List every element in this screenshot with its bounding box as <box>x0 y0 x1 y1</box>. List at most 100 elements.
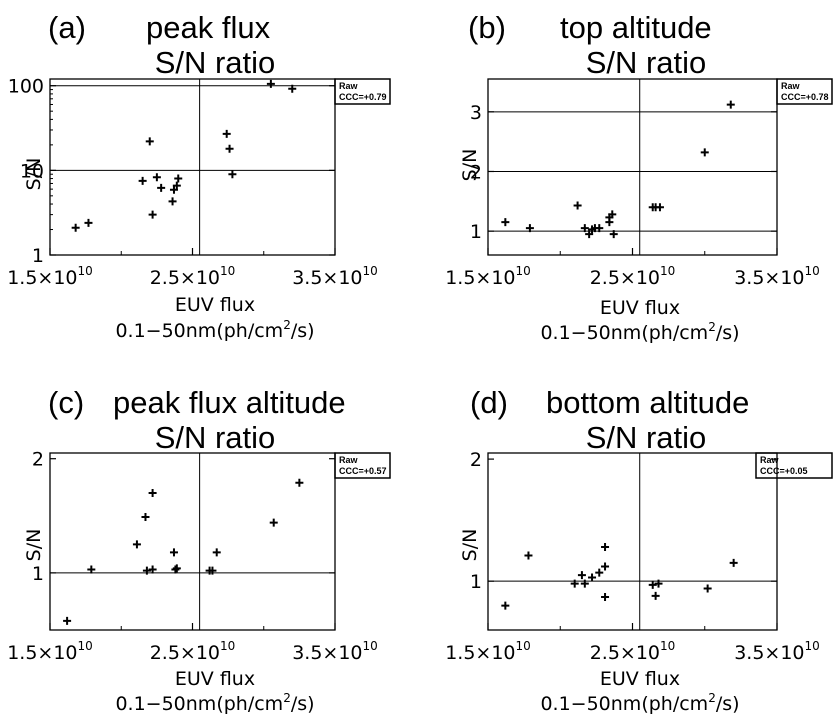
panel-b-point-3 <box>580 224 589 233</box>
panel-d-xlabel-line2: 0.1−50nm(ph/cm2/s) <box>540 691 739 715</box>
panel-d-point-13 <box>703 584 712 593</box>
panel-c-point-12 <box>212 548 221 557</box>
panel-c-point-0 <box>63 616 72 625</box>
panel-d-legend-raw: Raw <box>760 455 780 465</box>
panel-d-point-7 <box>601 593 610 602</box>
panel-a-point-10 <box>174 174 183 183</box>
panel-a-xtick-exponent-0: 10 <box>78 264 93 278</box>
panel-d-point-6 <box>595 568 604 577</box>
panel-a-point-13 <box>228 170 237 179</box>
panel-d-ylabel: S/N <box>459 529 481 562</box>
panel-d-point-5 <box>588 573 597 582</box>
panel-a-point-2 <box>138 176 147 185</box>
panel-d-label: (d) <box>470 385 508 420</box>
panel-b-label: (b) <box>468 10 506 45</box>
panel-b-point-16 <box>726 100 735 109</box>
panel-c-legend-frame <box>334 452 391 479</box>
panel-a-title-line2: S/N ratio <box>155 45 276 80</box>
panel-b-xlabel-units-prefix: 0.1−50nm(ph/cm <box>540 322 708 344</box>
panel-c-point-2 <box>132 540 141 549</box>
panel-d-point-0 <box>501 601 510 610</box>
panel-b-xtick-exponent-0: 10 <box>516 264 531 278</box>
panel-d-legend-ccc: CCC=+0.05 <box>760 466 808 476</box>
panel-a-point-14 <box>266 79 275 88</box>
panel-d-xtick-exponent-1: 10 <box>660 639 675 653</box>
panel-b-legend-ccc: CCC=+0.78 <box>781 92 829 102</box>
panel-a-label: (a) <box>48 10 86 45</box>
panel-b-xtick-mantissa-0: 1.5×10 <box>445 267 515 289</box>
panel-b-ytick-label-2: 3 <box>470 102 482 124</box>
panel-b-ytick-label-0: 1 <box>470 221 482 243</box>
panel-b: (b) top altitude S/N ratio S/N EUV flux … <box>445 10 833 344</box>
panel-a-legend-ccc: CCC=+0.79 <box>339 92 387 102</box>
panel-d-point-9 <box>601 542 610 551</box>
panel-a-point-3 <box>145 137 154 146</box>
panel-c-xlabel-units-suffix: /s) <box>291 693 315 715</box>
panel-d-ytick-label-1: 2 <box>470 449 482 471</box>
panel-d-point-2 <box>570 579 579 588</box>
panel-c-xlabel-line2: 0.1−50nm(ph/cm2/s) <box>115 691 314 715</box>
panel-b-point-2 <box>573 201 582 210</box>
panel-a-xtick-label-2: 3.5×1010 <box>292 264 378 289</box>
panel-c-xtick-label-2: 3.5×1010 <box>292 639 378 664</box>
panel-d-title-line2: S/N ratio <box>586 420 707 455</box>
panel-c-legend-raw: Raw <box>339 455 359 465</box>
panel-a-point-5 <box>152 173 161 182</box>
panel-a-xlabel-units-prefix: 0.1−50nm(ph/cm <box>115 320 283 342</box>
panel-c-xlabel-units-exp: 2 <box>283 691 291 705</box>
panel-d-ytick-label-0: 1 <box>470 571 482 593</box>
panel-a-xlabel: EUV flux <box>175 294 255 316</box>
panel-a-point-1 <box>84 218 93 227</box>
panel-b-xtick-label-1: 2.5×1010 <box>590 264 676 289</box>
panel-c-xtick-exponent-0: 10 <box>78 639 93 653</box>
panel-d-xtick-mantissa-1: 2.5×10 <box>590 642 660 664</box>
panel-b-xlabel-units-exp: 2 <box>708 320 716 334</box>
panel-a-xtick-exponent-1: 10 <box>220 264 235 278</box>
panel-d-xlabel: EUV flux <box>600 668 680 690</box>
panel-b-point-4 <box>585 230 594 239</box>
panel-d-point-12 <box>654 579 663 588</box>
panel-d-point-10 <box>648 580 657 589</box>
panel-c-point-7 <box>169 548 178 557</box>
panel-d-title-line1: bottom altitude <box>546 385 749 420</box>
panel-b-xtick-exponent-2: 10 <box>805 264 820 278</box>
panel-d-xtick-exponent-2: 10 <box>805 639 820 653</box>
panel-c-point-5 <box>148 488 157 497</box>
panel-c-xtick-mantissa-0: 1.5×10 <box>7 642 77 664</box>
panel-a-xtick-mantissa-0: 1.5×10 <box>7 267 77 289</box>
panel-c-point-6 <box>148 565 157 574</box>
panel-c-xtick-label-0: 1.5×1010 <box>7 639 93 664</box>
panel-d-xtick-mantissa-0: 1.5×10 <box>445 642 515 664</box>
panel-c-xlabel-units-prefix: 0.1−50nm(ph/cm <box>115 693 283 715</box>
panel-b-xlabel-units-suffix: /s) <box>716 322 740 344</box>
panel-b-xtick-exponent-1: 10 <box>660 264 675 278</box>
panel-b-point-14 <box>655 203 664 212</box>
panel-b-ylabel: S/N <box>459 149 481 182</box>
panel-b-point-1 <box>525 224 534 233</box>
panel-b-xtick-label-2: 3.5×1010 <box>734 264 820 289</box>
panel-a-legend-raw: Raw <box>339 81 359 91</box>
panel-b-point-7 <box>595 224 604 233</box>
panel-b-title-line1: top altitude <box>560 10 712 45</box>
panel-b-point-15 <box>700 148 709 157</box>
panel-b-title-line2: S/N ratio <box>586 45 707 80</box>
panel-c-ytick-label-0: 1 <box>32 563 44 585</box>
panel-a-point-11 <box>222 129 231 138</box>
panel-b-legend-raw: Raw <box>781 81 801 91</box>
panel-a-xlabel-units-suffix: /s) <box>291 320 315 342</box>
panel-c-point-4 <box>142 566 151 575</box>
panel-a-xlabel-units-exp: 2 <box>283 318 291 332</box>
panel-d-xtick-label-0: 1.5×1010 <box>445 639 531 664</box>
panel-c-xtick-exponent-2: 10 <box>363 639 378 653</box>
panel-d-point-11 <box>651 591 660 600</box>
panel-d-point-4 <box>580 579 589 588</box>
panel-d-xtick-label-2: 3.5×1010 <box>734 639 820 664</box>
panel-d-plot-frame <box>487 452 778 631</box>
panel-d-point-3 <box>577 571 586 580</box>
panel-d: (d) bottom altitude S/N ratio S/N EUV fl… <box>445 385 833 715</box>
panel-c-point-11 <box>208 566 217 575</box>
panel-c-xtick-mantissa-1: 2.5×10 <box>150 642 220 664</box>
panel-a-xtick-mantissa-2: 3.5×10 <box>292 267 362 289</box>
panel-c-ylabel: S/N <box>23 529 45 562</box>
panel-d-legend-frame <box>755 452 833 479</box>
